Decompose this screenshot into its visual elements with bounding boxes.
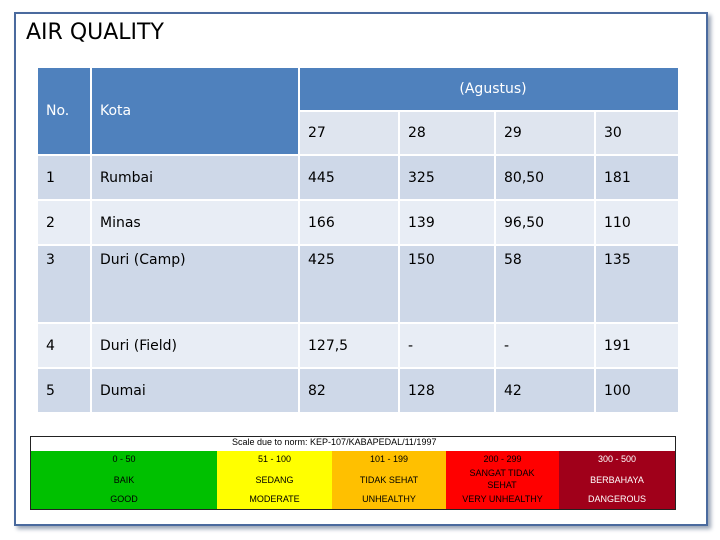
row-value: 58 (494, 244, 596, 324)
row-value: 100 (594, 367, 680, 414)
legend-label-id: SANGAT TIDAK SEHAT (469, 468, 535, 490)
row-no: 2 (36, 199, 92, 246)
row-value: - (494, 322, 596, 369)
table-row: 1 Rumbai 445 325 80,50 181 (36, 154, 680, 201)
row-value: 166 (298, 199, 400, 246)
legend-range: 51 - 100 (257, 454, 292, 464)
row-no: 1 (36, 154, 92, 201)
row-value: 110 (594, 199, 680, 246)
legend-label-en: VERY UNHEALTHY (462, 494, 543, 504)
legend-label-en: DANGEROUS (587, 494, 646, 504)
row-value: 127,5 (298, 322, 400, 369)
legend-label-en: UNHEALTHY (362, 494, 416, 504)
header-period: (Agustus) (298, 66, 680, 112)
legend-band-very-unhealthy: 200 - 299 SANGAT TIDAK SEHAT VERY UNHEAL… (446, 451, 559, 509)
row-value: 80,50 (494, 154, 596, 201)
legend-label-id: TIDAK SEHAT (359, 475, 419, 485)
legend-band-good: 0 - 50 BAIK GOOD (31, 451, 217, 509)
header-date: 28 (398, 110, 496, 156)
row-value: 325 (398, 154, 496, 201)
legend-range: 101 - 199 (369, 454, 409, 464)
row-value: 135 (594, 244, 680, 324)
legend-band-unhealthy: 101 - 199 TIDAK SEHAT UNHEALTHY (332, 451, 446, 509)
table-row: 3 Duri (Camp) 425 150 58 135 (36, 244, 680, 324)
header-no: No. (36, 66, 92, 156)
legend-label-id: BERBAHAYA (590, 475, 644, 485)
legend-range: 300 - 500 (597, 454, 637, 464)
table-row: 2 Minas 166 139 96,50 110 (36, 199, 680, 246)
row-kota: Duri (Camp) (90, 244, 300, 324)
air-quality-table: No. Kota (Agustus) 27 28 29 30 1 Rumbai … (36, 66, 680, 414)
row-value: 128 (398, 367, 496, 414)
row-kota: Duri (Field) (90, 322, 300, 369)
row-value: 425 (298, 244, 400, 324)
row-value: - (398, 322, 496, 369)
row-kota: Minas (90, 199, 300, 246)
header-date: 27 (298, 110, 400, 156)
row-kota: Rumbai (90, 154, 300, 201)
row-no: 5 (36, 367, 92, 414)
row-value: 139 (398, 199, 496, 246)
legend-range: 0 - 50 (112, 454, 136, 464)
legend-band-moderate: 51 - 100 SEDANG MODERATE (217, 451, 332, 509)
row-value: 181 (594, 154, 680, 201)
header-date: 29 (494, 110, 596, 156)
row-value: 42 (494, 367, 596, 414)
legend-label-en: GOOD (110, 494, 138, 504)
row-no: 4 (36, 322, 92, 369)
row-kota: Dumai (90, 367, 300, 414)
legend-label-id: SEDANG (255, 475, 294, 485)
legend-label-en: MODERATE (249, 494, 300, 504)
row-value: 96,50 (494, 199, 596, 246)
aqi-legend: 0 - 50 BAIK GOOD 51 - 100 SEDANG MODERAT… (30, 436, 676, 510)
page-title: AIR QUALITY (26, 20, 164, 45)
row-value: 150 (398, 244, 496, 324)
row-value: 191 (594, 322, 680, 369)
row-value: 445 (298, 154, 400, 201)
legend-band-dangerous: 300 - 500 BERBAHAYA DANGEROUS (559, 451, 675, 509)
legend-range: 200 - 299 (483, 454, 522, 464)
table-row: 5 Dumai 82 128 42 100 (36, 367, 680, 414)
table-row: 4 Duri (Field) 127,5 - - 191 (36, 322, 680, 369)
row-no: 3 (36, 244, 92, 324)
legend-label-id: BAIK (113, 475, 135, 485)
row-value: 82 (298, 367, 400, 414)
legend-caption: Scale due to norm: KEP-107/KABAPEDAL/11/… (232, 437, 437, 447)
header-date: 30 (594, 110, 680, 156)
header-kota: Kota (90, 66, 300, 156)
